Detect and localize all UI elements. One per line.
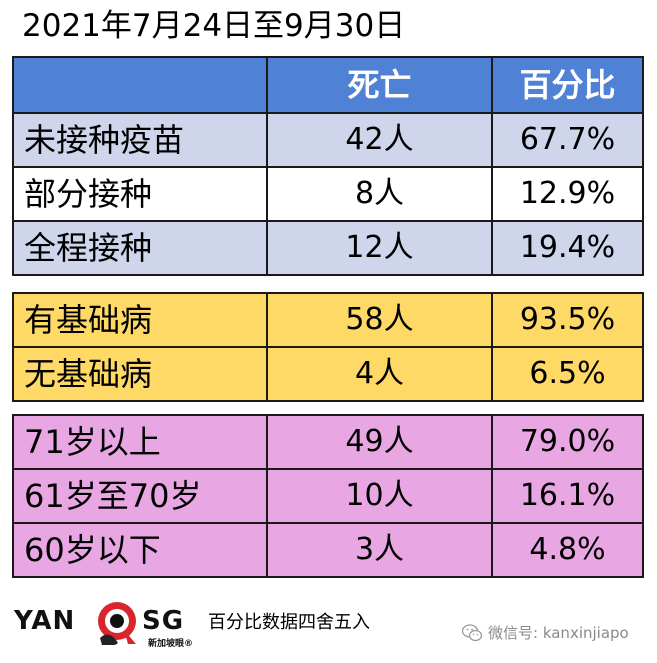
row-label: 未接种疫苗 — [12, 112, 268, 168]
row-percent: 79.0% — [491, 414, 644, 470]
row-percent: 67.7% — [491, 112, 644, 168]
age-table: 71岁以上 49人 79.0% 61岁至70岁 10人 16.1% 60岁以下 … — [12, 414, 644, 578]
row-percent: 12.9% — [491, 166, 644, 222]
logo-text-left: YAN — [14, 606, 76, 636]
wechat-id: 微信号: kanxinjiapo — [462, 622, 629, 643]
row-label: 部分接种 — [12, 166, 268, 222]
row-deaths: 3人 — [266, 522, 493, 578]
row-deaths: 8人 — [266, 166, 493, 222]
logo-text-right: SG — [142, 606, 185, 636]
logo-badge-icon — [98, 602, 136, 645]
row-label: 无基础病 — [12, 346, 268, 402]
row-label: 71岁以上 — [12, 414, 268, 470]
yansg-logo: YAN SG 新加坡眼® — [14, 600, 204, 649]
rounding-note: 百分比数据四舍五入 — [208, 612, 370, 633]
table-row: 未接种疫苗 42人 67.7% — [12, 112, 644, 168]
header-percent: 百分比 — [491, 56, 644, 114]
row-deaths: 12人 — [266, 220, 493, 276]
logo-subtitle: 新加坡眼® — [148, 639, 194, 649]
wechat-icon — [462, 623, 482, 641]
row-label: 61岁至70岁 — [12, 468, 268, 524]
row-deaths: 4人 — [266, 346, 493, 402]
condition-table: 有基础病 58人 93.5% 无基础病 4人 6.5% — [12, 292, 644, 402]
row-percent: 93.5% — [491, 292, 644, 348]
table-row: 71岁以上 49人 79.0% — [12, 414, 644, 470]
row-percent: 16.1% — [491, 468, 644, 524]
header-deaths: 死亡 — [266, 56, 493, 114]
table-row: 有基础病 58人 93.5% — [12, 292, 644, 348]
page-title: 2021年7月24日至9月30日 — [22, 8, 406, 44]
row-deaths: 42人 — [266, 112, 493, 168]
footer: YAN SG 新加坡眼® 百分比数据四舍五入 微信号: kanxinjiapo — [0, 596, 657, 663]
row-label: 全程接种 — [12, 220, 268, 276]
row-deaths: 58人 — [266, 292, 493, 348]
vaccination-table: 死亡 百分比 未接种疫苗 42人 67.7% 部分接种 8人 12.9% 全程接… — [12, 56, 644, 276]
row-percent: 6.5% — [491, 346, 644, 402]
row-percent: 4.8% — [491, 522, 644, 578]
row-deaths: 10人 — [266, 468, 493, 524]
header-blank-cell — [12, 56, 268, 114]
row-percent: 19.4% — [491, 220, 644, 276]
row-label: 有基础病 — [12, 292, 268, 348]
table-row: 60岁以下 3人 4.8% — [12, 522, 644, 578]
table-header-row: 死亡 百分比 — [12, 56, 644, 114]
row-label: 60岁以下 — [12, 522, 268, 578]
table-row: 全程接种 12人 19.4% — [12, 220, 644, 276]
wechat-label: 微信号: kanxinjiapo — [488, 624, 629, 642]
table-row: 部分接种 8人 12.9% — [12, 166, 644, 222]
table-row: 无基础病 4人 6.5% — [12, 346, 644, 402]
row-deaths: 49人 — [266, 414, 493, 470]
table-row: 61岁至70岁 10人 16.1% — [12, 468, 644, 524]
